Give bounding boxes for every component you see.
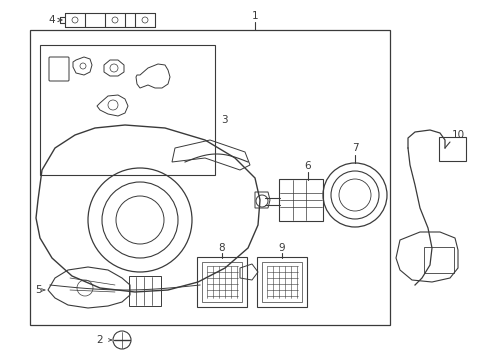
- Text: 7: 7: [351, 143, 358, 153]
- Text: 8: 8: [218, 243, 225, 253]
- Text: 2: 2: [96, 335, 103, 345]
- Bar: [30, 30, 389, 325]
- Text: 3: 3: [220, 115, 227, 125]
- Text: 5: 5: [35, 285, 41, 295]
- Text: 4: 4: [48, 15, 55, 25]
- Text: 10: 10: [451, 130, 464, 140]
- Text: 1: 1: [251, 11, 258, 21]
- Bar: [40, 45, 214, 175]
- Text: 9: 9: [278, 243, 285, 253]
- Text: 6: 6: [304, 161, 311, 171]
